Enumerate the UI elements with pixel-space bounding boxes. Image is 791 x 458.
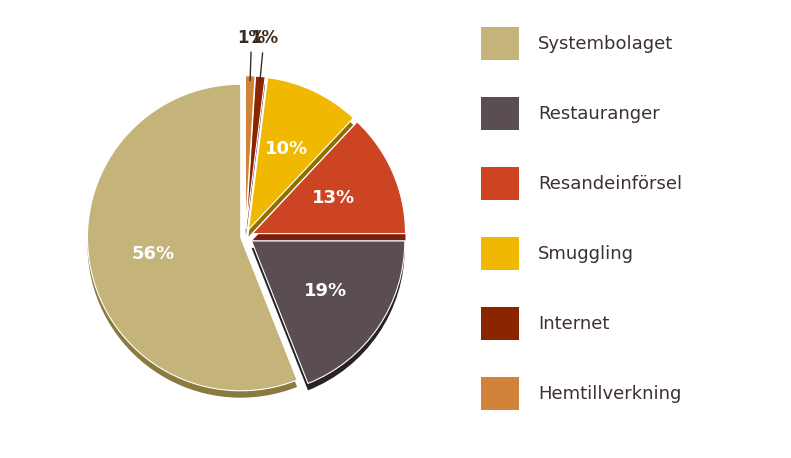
Wedge shape (248, 85, 354, 237)
Text: Hemtillverkning: Hemtillverkning (538, 385, 681, 403)
Wedge shape (252, 129, 406, 240)
Wedge shape (246, 83, 265, 236)
Bar (481, 167, 519, 200)
Text: Smuggling: Smuggling (538, 245, 634, 263)
Bar (481, 377, 519, 410)
Text: 56%: 56% (132, 245, 175, 263)
Text: Internet: Internet (538, 315, 609, 333)
Text: 1%: 1% (250, 29, 278, 82)
Bar (481, 97, 519, 130)
Wedge shape (252, 241, 405, 383)
Wedge shape (252, 248, 405, 390)
Wedge shape (88, 91, 297, 398)
Text: 1%: 1% (237, 28, 266, 81)
Wedge shape (88, 84, 297, 391)
Wedge shape (246, 76, 265, 229)
Wedge shape (245, 76, 255, 229)
Text: Restauranger: Restauranger (538, 104, 660, 123)
Text: Systembolaget: Systembolaget (538, 34, 673, 53)
Text: 13%: 13% (312, 189, 355, 207)
Wedge shape (245, 82, 255, 236)
Text: Resandeinförsel: Resandeinförsel (538, 174, 682, 193)
Wedge shape (252, 122, 406, 234)
Bar (481, 27, 519, 60)
Bar (481, 307, 519, 340)
Text: 10%: 10% (265, 140, 308, 158)
Text: 19%: 19% (304, 282, 346, 300)
Bar (481, 237, 519, 270)
Wedge shape (248, 78, 354, 230)
